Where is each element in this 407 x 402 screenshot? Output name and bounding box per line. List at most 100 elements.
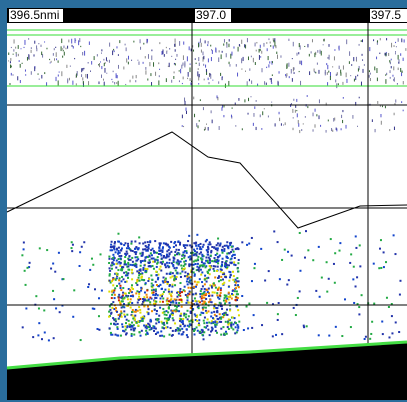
echo-dot xyxy=(139,268,141,270)
echo-dot xyxy=(333,118,334,122)
echo-dot xyxy=(115,279,117,281)
echo-dot xyxy=(151,258,153,260)
echo-dot xyxy=(291,255,293,257)
echo-dot xyxy=(172,300,174,302)
echo-dot xyxy=(323,44,324,45)
echo-dot xyxy=(130,243,132,245)
echo-dot xyxy=(380,106,381,107)
echo-dot xyxy=(200,290,202,292)
echo-dot xyxy=(299,290,301,292)
echo-dot xyxy=(27,57,28,61)
echo-dot xyxy=(103,59,104,61)
echo-dot xyxy=(362,59,363,60)
echo-dot xyxy=(134,251,136,253)
echo-dot xyxy=(133,329,135,331)
echo-dot xyxy=(398,62,399,64)
echo-dot xyxy=(142,243,144,245)
echo-dot xyxy=(34,67,35,71)
echo-dot xyxy=(330,76,331,80)
echo-dot xyxy=(186,244,188,246)
echo-dot xyxy=(82,68,83,71)
echo-dot xyxy=(169,48,170,49)
echo-dot xyxy=(122,292,124,294)
echo-dot xyxy=(104,82,105,86)
echo-dot xyxy=(123,306,125,308)
echo-dot xyxy=(78,40,79,45)
echo-dot xyxy=(79,38,80,42)
echo-dot xyxy=(135,256,137,258)
echo-dot xyxy=(120,250,122,252)
echo-dot xyxy=(44,72,45,74)
echo-dot xyxy=(114,287,116,289)
echo-dot xyxy=(247,38,248,42)
echo-dot xyxy=(213,305,215,307)
echo-dot xyxy=(237,284,239,286)
echo-dot xyxy=(271,82,272,84)
echo-dot xyxy=(201,288,203,290)
echo-dot xyxy=(101,75,102,78)
echo-dot xyxy=(180,313,182,315)
echo-dot xyxy=(224,297,226,299)
echo-dot xyxy=(328,71,329,73)
echo-dot xyxy=(117,240,119,242)
echo-dot xyxy=(335,326,337,328)
echo-dot xyxy=(118,65,119,69)
echo-dot xyxy=(194,297,196,299)
echo-dot xyxy=(253,123,254,126)
echo-dot xyxy=(196,316,198,318)
echo-dot xyxy=(179,80,180,82)
echo-dot xyxy=(339,242,341,244)
echo-dot xyxy=(119,301,121,303)
echo-dot xyxy=(140,265,142,267)
echo-dot xyxy=(180,264,182,266)
echo-dot xyxy=(189,279,191,281)
echo-dot xyxy=(232,290,234,292)
echo-dot xyxy=(299,270,301,272)
echo-dot xyxy=(100,61,101,62)
echo-dot xyxy=(132,288,134,290)
echo-dot xyxy=(136,284,138,286)
echo-dot xyxy=(386,297,388,299)
echo-dot xyxy=(15,47,16,49)
echo-dot xyxy=(184,275,186,277)
echo-dot xyxy=(121,323,123,325)
echo-dot xyxy=(11,47,12,48)
echo-dot xyxy=(204,317,206,319)
echo-dot xyxy=(380,267,382,269)
echo-dot xyxy=(206,281,208,283)
echo-dot xyxy=(173,76,174,79)
echo-dot xyxy=(353,57,354,61)
echo-dot xyxy=(124,242,126,244)
echo-dot xyxy=(128,56,129,60)
echo-dot xyxy=(127,245,129,247)
echo-dot xyxy=(115,324,117,326)
echo-dot xyxy=(109,270,111,272)
echo-dot xyxy=(58,252,60,254)
echo-dot xyxy=(148,265,150,267)
echo-dot xyxy=(194,253,196,255)
echo-dot xyxy=(213,285,215,287)
echo-dot xyxy=(62,278,64,280)
echo-dot xyxy=(171,286,173,288)
echo-dot xyxy=(158,62,159,64)
echo-dot xyxy=(233,251,235,253)
echo-dot xyxy=(173,246,175,248)
echo-dot xyxy=(13,49,14,51)
echo-dot xyxy=(143,264,145,266)
echo-dot xyxy=(206,239,208,241)
echo-dot xyxy=(126,253,128,255)
echo-dot xyxy=(188,72,189,77)
echo-dot xyxy=(165,266,167,268)
echo-dot xyxy=(185,316,187,318)
echo-dot xyxy=(166,243,168,245)
echo-dot xyxy=(141,272,143,274)
echo-dot xyxy=(53,298,55,300)
echo-dot xyxy=(389,129,390,131)
echo-dot xyxy=(109,327,111,329)
echo-dot xyxy=(126,47,127,51)
echo-dot xyxy=(222,326,224,328)
echo-dot xyxy=(148,278,150,280)
echo-dot xyxy=(301,61,302,66)
echo-dot xyxy=(288,39,289,41)
echo-dot xyxy=(228,44,229,47)
